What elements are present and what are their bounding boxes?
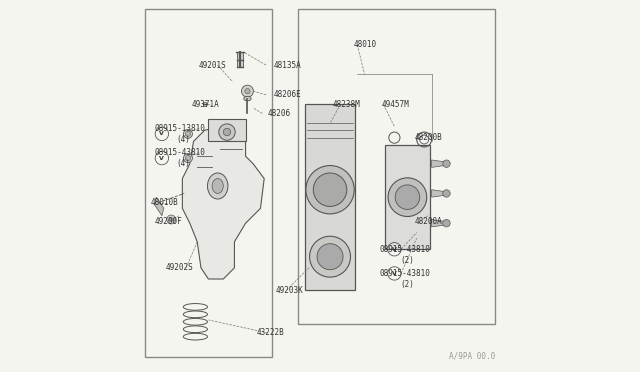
Text: 08915-43810: 08915-43810 (380, 245, 430, 254)
Circle shape (219, 124, 235, 140)
Polygon shape (209, 119, 246, 141)
Text: 49371A: 49371A (191, 100, 220, 109)
Text: 48200A: 48200A (415, 217, 443, 226)
Text: 48135A: 48135A (273, 61, 301, 70)
Text: V: V (392, 247, 397, 252)
Text: V: V (159, 131, 164, 137)
Ellipse shape (212, 179, 223, 193)
Circle shape (443, 160, 450, 167)
Text: 49457M: 49457M (381, 100, 409, 109)
Text: V: V (392, 271, 397, 276)
Text: (2): (2) (400, 256, 414, 265)
Ellipse shape (186, 155, 191, 161)
Bar (305, 104, 355, 290)
Circle shape (310, 236, 351, 277)
Text: V: V (159, 155, 164, 161)
Circle shape (306, 166, 354, 214)
Polygon shape (431, 160, 445, 167)
Text: 43222B: 43222B (257, 328, 285, 337)
Text: 48010B: 48010B (151, 198, 179, 207)
Text: A/9PA 00.0: A/9PA 00.0 (449, 352, 495, 361)
Ellipse shape (207, 173, 228, 199)
Circle shape (388, 178, 427, 217)
Text: 49201S: 49201S (199, 61, 227, 70)
Circle shape (167, 215, 175, 224)
Polygon shape (182, 126, 264, 279)
Bar (385, 145, 429, 249)
Text: 49203K: 49203K (275, 286, 303, 295)
Text: 08915-43810: 08915-43810 (380, 269, 430, 278)
Text: 49200F: 49200F (154, 217, 182, 226)
Ellipse shape (244, 96, 251, 101)
Text: 48206: 48206 (268, 109, 291, 118)
Circle shape (241, 85, 253, 97)
Bar (203, 102, 206, 106)
Text: (2): (2) (400, 280, 414, 289)
Ellipse shape (184, 154, 193, 163)
Circle shape (443, 190, 450, 197)
Circle shape (245, 89, 250, 94)
Circle shape (223, 128, 231, 136)
Circle shape (317, 244, 343, 270)
Text: 48200B: 48200B (415, 133, 443, 142)
Ellipse shape (184, 129, 193, 138)
Text: 48238M: 48238M (333, 100, 361, 109)
Polygon shape (431, 190, 445, 197)
Text: 08915-13810: 08915-13810 (154, 124, 205, 133)
Circle shape (443, 219, 450, 227)
Polygon shape (431, 219, 445, 227)
Circle shape (170, 218, 173, 221)
Text: 48206E: 48206E (273, 90, 301, 99)
Circle shape (395, 185, 420, 209)
Polygon shape (154, 197, 164, 216)
Bar (237, 52, 243, 67)
Text: 48010: 48010 (353, 40, 376, 49)
Text: 08915-43810: 08915-43810 (154, 148, 205, 157)
Text: (4): (4) (177, 159, 191, 168)
Circle shape (314, 173, 347, 206)
Text: (4): (4) (177, 135, 191, 144)
Ellipse shape (186, 131, 191, 137)
Text: 49202S: 49202S (166, 263, 193, 272)
